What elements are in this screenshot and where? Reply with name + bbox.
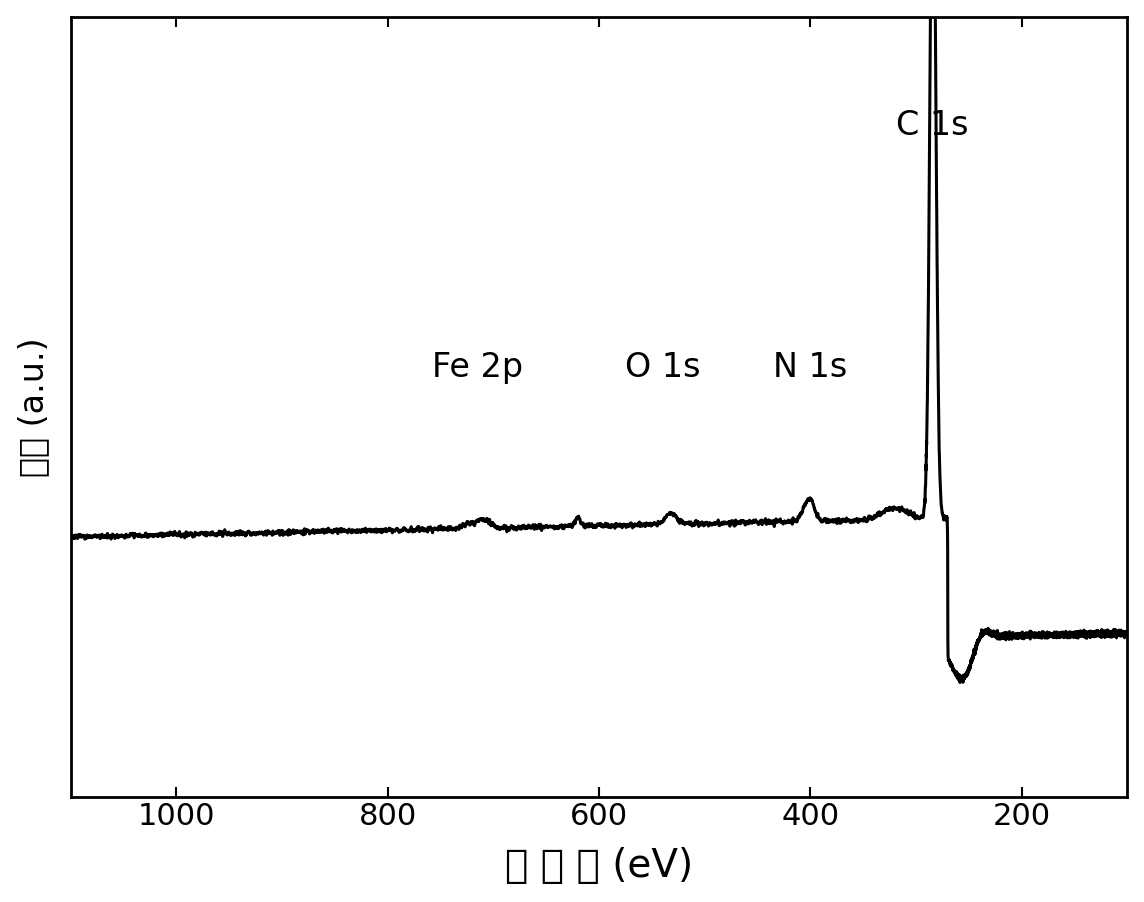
Y-axis label: 强度 (a.u.): 强度 (a.u.): [17, 337, 49, 476]
Text: O 1s: O 1s: [625, 351, 700, 384]
Text: Fe 2p: Fe 2p: [431, 351, 523, 384]
Text: N 1s: N 1s: [773, 351, 848, 384]
Text: C 1s: C 1s: [896, 109, 968, 143]
X-axis label: 结 合 能 (eV): 结 合 能 (eV): [505, 847, 693, 886]
